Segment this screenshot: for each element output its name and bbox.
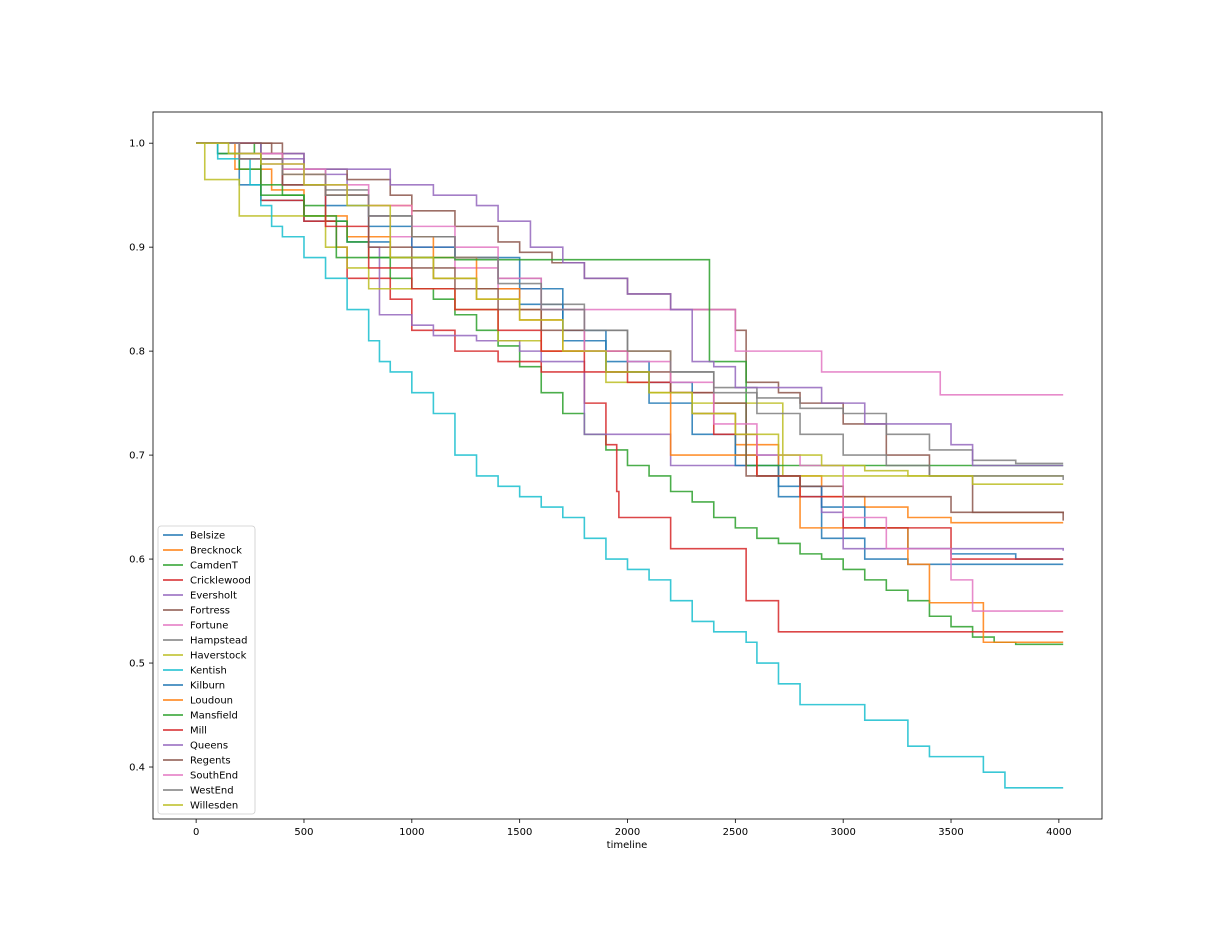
x-tick-label: 3000 [830,827,855,838]
series-line-kentish [196,142,1064,789]
legend-label-brecknock: Brecknock [190,546,242,557]
y-tick-label: 0.4 [129,763,145,774]
legend-label-mill: Mill [190,726,207,737]
legend-box [157,525,256,815]
series-line-willesden [196,142,1064,486]
y-tick-label: 1.0 [129,139,145,150]
y-tick-label: 0.9 [129,243,145,254]
legend-label-hampstead: Hampstead [190,636,248,647]
x-tick-label: 1000 [399,827,424,838]
y-tick-label: 0.6 [129,555,145,566]
legend-label-westend: WestEnd [190,786,234,797]
legend-label-willesden: Willesden [190,801,238,812]
legend: Belsize Brecknock CamdenT Cricklewood Eversh… [157,525,256,815]
legend-label-southend: SouthEnd [190,771,238,782]
x-tick-label: 0 [193,827,199,838]
legend-label-regents: Regents [190,756,231,767]
series-layer [196,142,1064,789]
legend-label-fortress: Fortress [190,606,230,617]
legend-label-mansfield: Mansfield [190,711,238,722]
x-tick-label: 2000 [615,827,640,838]
y-tick-label: 0.5 [129,659,145,670]
x-tick-label: 4000 [1046,827,1071,838]
legend-label-loudoun: Loudoun [190,696,233,707]
legend-label-kilburn: Kilburn [190,681,225,692]
legend-label-haverstock: Haverstock [190,651,247,662]
series-line-queens [196,142,1064,467]
legend-label-eversholt: Eversholt [190,591,237,602]
legend-label-cricklewood: Cricklewood [190,576,251,587]
x-tick-label: 2500 [723,827,748,838]
x-axis-label: timeline [607,840,648,851]
y-axis: 0.4 0.5 0.6 0.7 0.8 0.9 1.0 [129,139,153,774]
y-tick-label: 0.7 [129,451,145,462]
legend-label-queens: Queens [190,741,228,752]
x-tick-label: 1500 [507,827,532,838]
x-tick-label: 500 [294,827,313,838]
y-tick-label: 0.8 [129,347,145,358]
x-axis: 0 500 1000 1500 2000 2500 3000 3500 4000 [193,819,1072,838]
legend-label-belsize: Belsize [190,531,225,542]
x-tick-label: 3500 [938,827,963,838]
legend-label-camdent: CamdenT [190,561,239,572]
legend-label-kentish: Kentish [190,666,227,677]
legend-label-fortune: Fortune [190,621,228,632]
series-line-westend [196,142,1064,481]
